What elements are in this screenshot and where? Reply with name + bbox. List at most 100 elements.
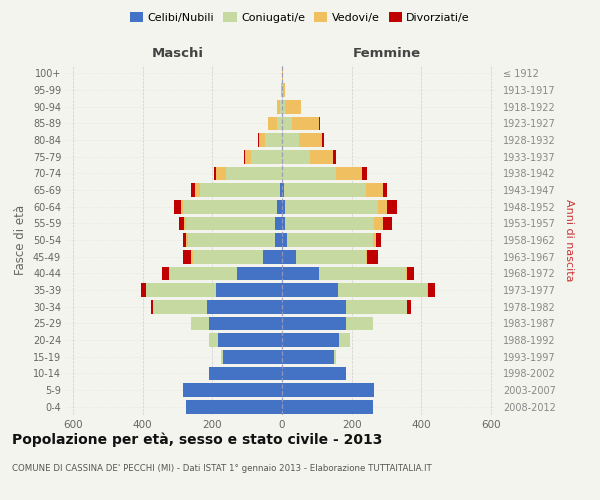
Bar xyxy=(428,283,435,297)
Bar xyxy=(277,116,282,130)
Bar xyxy=(383,216,392,230)
Bar xyxy=(223,350,282,364)
Bar xyxy=(319,266,406,280)
Bar xyxy=(334,350,336,364)
Bar xyxy=(336,166,362,180)
Bar xyxy=(282,400,373,413)
Bar xyxy=(151,300,153,314)
Bar xyxy=(209,316,282,330)
Bar xyxy=(268,116,277,130)
Text: Femmine: Femmine xyxy=(352,47,421,60)
Text: COMUNE DI CASSINA DE' PECCHI (MI) - Dati ISTAT 1° gennaio 2013 - Elaborazione TU: COMUNE DI CASSINA DE' PECCHI (MI) - Dati… xyxy=(12,464,432,473)
Bar xyxy=(406,266,407,280)
Bar xyxy=(282,100,286,114)
Bar xyxy=(319,116,320,130)
Bar xyxy=(146,283,216,297)
Bar xyxy=(183,200,277,213)
Bar xyxy=(188,233,275,247)
Bar xyxy=(183,250,191,264)
Bar xyxy=(214,166,216,180)
Bar xyxy=(292,116,319,130)
Bar xyxy=(367,250,378,264)
Legend: Celibi/Nubili, Coniugati/e, Vedovi/e, Divorziati/e: Celibi/Nubili, Coniugati/e, Vedovi/e, Di… xyxy=(125,8,475,28)
Bar xyxy=(200,183,280,197)
Bar xyxy=(310,150,332,164)
Bar xyxy=(383,183,386,197)
Bar xyxy=(282,183,284,197)
Bar xyxy=(286,216,374,230)
Bar xyxy=(322,133,324,147)
Bar xyxy=(282,66,283,80)
Y-axis label: Anni di nascita: Anni di nascita xyxy=(564,198,574,281)
Bar xyxy=(251,150,282,164)
Bar xyxy=(407,300,411,314)
Bar xyxy=(374,216,383,230)
Bar xyxy=(195,183,200,197)
Bar xyxy=(275,216,282,230)
Bar xyxy=(221,350,223,364)
Bar xyxy=(282,300,346,314)
Bar xyxy=(282,283,338,297)
Bar xyxy=(191,183,195,197)
Y-axis label: Fasce di età: Fasce di età xyxy=(14,205,27,275)
Bar xyxy=(186,216,275,230)
Bar xyxy=(282,133,299,147)
Bar xyxy=(226,166,282,180)
Bar xyxy=(218,333,282,347)
Bar xyxy=(282,266,319,280)
Bar xyxy=(277,200,282,213)
Text: Popolazione per età, sesso e stato civile - 2013: Popolazione per età, sesso e stato civil… xyxy=(12,432,382,447)
Bar xyxy=(191,316,209,330)
Bar xyxy=(283,83,286,97)
Bar xyxy=(386,200,397,213)
Bar xyxy=(183,383,282,397)
Bar xyxy=(193,250,263,264)
Bar xyxy=(284,183,365,197)
Bar xyxy=(338,283,427,297)
Bar xyxy=(207,300,282,314)
Bar xyxy=(237,266,282,280)
Bar xyxy=(282,250,296,264)
Bar xyxy=(282,366,346,380)
Bar xyxy=(282,116,292,130)
Bar xyxy=(259,133,265,147)
Bar xyxy=(378,200,386,213)
Bar xyxy=(191,250,193,264)
Bar xyxy=(281,83,282,97)
Bar xyxy=(282,216,286,230)
Bar xyxy=(245,150,251,164)
Bar xyxy=(141,283,146,297)
Bar xyxy=(244,150,245,164)
Bar xyxy=(332,150,336,164)
Bar xyxy=(174,200,181,213)
Bar xyxy=(209,333,218,347)
Bar xyxy=(280,183,282,197)
Bar xyxy=(183,233,186,247)
Bar xyxy=(186,233,188,247)
Bar xyxy=(346,316,373,330)
Bar xyxy=(286,200,378,213)
Bar xyxy=(296,250,365,264)
Bar xyxy=(365,250,367,264)
Bar xyxy=(282,350,334,364)
Bar xyxy=(179,216,184,230)
Bar xyxy=(407,266,415,280)
Bar xyxy=(280,100,282,114)
Bar xyxy=(427,283,428,297)
Bar xyxy=(216,166,226,180)
Bar xyxy=(153,300,207,314)
Bar xyxy=(299,133,322,147)
Bar xyxy=(365,183,383,197)
Text: Maschi: Maschi xyxy=(151,47,203,60)
Bar xyxy=(373,233,376,247)
Bar xyxy=(263,250,282,264)
Bar xyxy=(287,233,373,247)
Bar xyxy=(282,333,340,347)
Bar xyxy=(209,366,282,380)
Bar xyxy=(169,266,237,280)
Bar xyxy=(162,266,169,280)
Bar xyxy=(362,166,367,180)
Bar xyxy=(340,333,350,347)
Bar xyxy=(277,100,280,114)
Bar xyxy=(282,233,287,247)
